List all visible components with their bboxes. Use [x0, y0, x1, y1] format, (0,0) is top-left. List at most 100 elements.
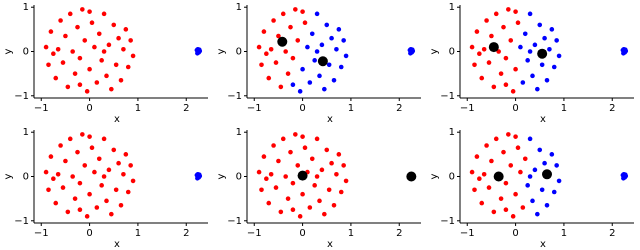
data-point	[111, 147, 117, 153]
data-point	[87, 191, 92, 197]
x-tick-label: 1	[135, 103, 141, 114]
data-point	[486, 185, 492, 190]
data-point	[305, 44, 310, 50]
data-point	[322, 211, 327, 217]
data-point	[309, 31, 315, 37]
data-point	[266, 75, 272, 81]
data-point	[336, 152, 342, 157]
y-tick-label: 1	[449, 2, 455, 13]
data-point	[530, 198, 535, 204]
x-tick-label: 0	[299, 228, 305, 239]
data-point	[116, 160, 121, 166]
data-point	[506, 132, 511, 137]
x-tick-label: 2	[609, 228, 615, 239]
y-tick-label: −1	[440, 91, 455, 102]
y-axis-label: y	[429, 48, 440, 54]
data-point	[130, 178, 136, 184]
data-point	[285, 71, 291, 76]
data-point	[128, 163, 133, 168]
x-tick-label: −1	[34, 103, 49, 114]
data-point	[338, 64, 344, 70]
data-point	[82, 163, 88, 168]
data-point	[87, 134, 92, 139]
data-point	[542, 160, 547, 166]
data-point	[82, 38, 88, 43]
x-tick-label: 0	[86, 228, 92, 239]
x-axis-label: x	[114, 239, 120, 250]
data-point	[329, 35, 334, 41]
data-point	[77, 82, 83, 88]
data-point	[65, 209, 71, 215]
x-tick-label: 0	[86, 103, 92, 114]
data-point	[48, 29, 54, 34]
data-point	[539, 62, 545, 68]
data-point	[297, 170, 308, 181]
data-point	[87, 66, 92, 72]
data-point	[544, 77, 550, 83]
data-point	[80, 132, 85, 137]
y-tick-label: −1	[14, 91, 29, 102]
data-point	[46, 187, 51, 193]
data-point	[87, 9, 92, 14]
data-point	[197, 47, 202, 53]
data-point	[513, 191, 518, 197]
data-point	[322, 86, 327, 92]
data-point	[515, 20, 521, 26]
data-point	[271, 18, 276, 23]
x-tick-label: 1	[135, 228, 141, 239]
data-point	[336, 27, 342, 32]
data-point	[527, 174, 533, 179]
data-point	[530, 73, 535, 79]
data-point	[300, 191, 305, 197]
data-point	[60, 60, 66, 65]
y-axis-label: y	[3, 173, 14, 179]
data-point	[67, 11, 73, 17]
data-point	[300, 66, 305, 72]
data-point	[324, 147, 330, 153]
data-point	[92, 44, 97, 50]
x-axis-label: x	[327, 239, 333, 250]
data-point	[130, 53, 136, 59]
data-point	[537, 147, 543, 153]
x-tick-label: 1	[561, 103, 567, 114]
y-tick-label: −1	[227, 91, 242, 102]
y-tick-label: 1	[449, 127, 455, 138]
data-point	[58, 18, 63, 23]
data-point	[55, 171, 61, 177]
data-point	[489, 33, 494, 39]
data-point	[515, 145, 521, 151]
data-point	[58, 143, 63, 148]
data-point	[554, 163, 559, 168]
data-point	[317, 198, 322, 204]
x-axis-label: x	[540, 114, 546, 125]
data-point	[537, 48, 548, 59]
data-point	[539, 187, 545, 193]
y-tick-label: 0	[449, 47, 455, 58]
data-point	[300, 9, 305, 14]
data-point	[128, 38, 133, 43]
data-point	[474, 29, 480, 34]
data-point	[508, 38, 514, 43]
data-point	[317, 56, 328, 67]
data-point	[259, 187, 264, 193]
x-tick-label: 2	[396, 228, 402, 239]
data-point	[549, 27, 555, 32]
data-point	[43, 44, 49, 50]
data-point	[542, 35, 547, 41]
x-tick-label: 0	[299, 103, 305, 114]
data-point	[70, 49, 75, 54]
data-point	[331, 77, 337, 83]
data-point	[503, 82, 509, 88]
data-point	[48, 154, 54, 159]
data-point	[96, 31, 102, 37]
data-point	[261, 154, 267, 159]
x-tick-label: −1	[460, 103, 475, 114]
data-point	[259, 62, 264, 68]
y-tick-label: −1	[227, 216, 242, 227]
data-point	[343, 53, 349, 59]
data-point	[75, 24, 80, 30]
data-point	[488, 42, 499, 53]
data-point	[89, 20, 95, 26]
data-point	[84, 214, 90, 219]
data-point	[276, 33, 281, 39]
